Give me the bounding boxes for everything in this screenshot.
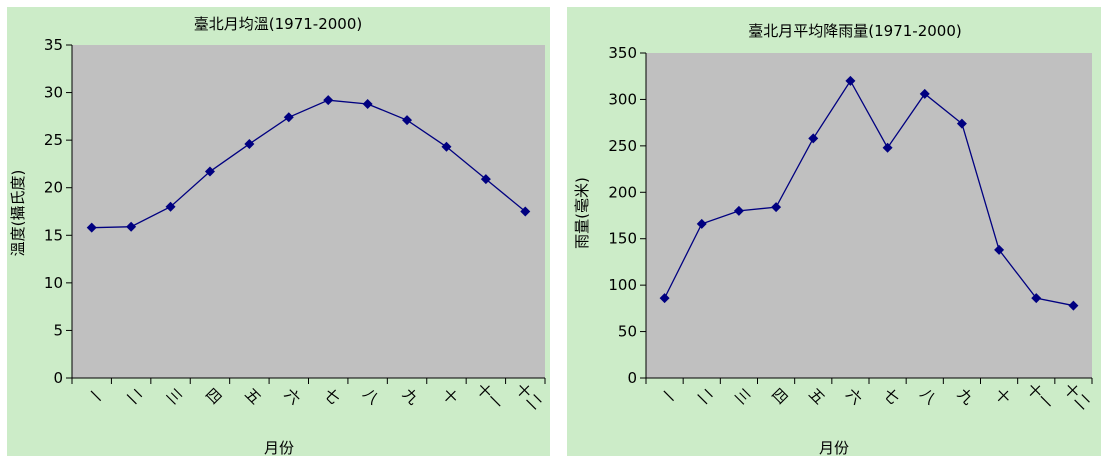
- data-point-marker: [323, 95, 334, 106]
- y-tick-label: 15: [44, 226, 63, 244]
- x-tick-label: 十一: [1023, 379, 1057, 413]
- y-tick-label: 0: [627, 369, 637, 387]
- data-point-marker: [86, 222, 97, 233]
- x-tick-label: 十: [438, 385, 461, 408]
- x-tick-label: 七: [879, 385, 902, 408]
- chart-title: 臺北月平均降雨量(1971-2000): [748, 22, 961, 40]
- chart-panel-temperature: 臺北月均溫(1971-2000) 月份 溫度(攝氏度) 0 5 10 15 20 25 30…: [7, 7, 550, 457]
- plot-area: [72, 45, 545, 378]
- y-tick-label: 0: [53, 369, 63, 387]
- x-tick-label: 九: [954, 385, 977, 408]
- x-tick-label: 九: [399, 385, 422, 408]
- x-tick-label: 二: [123, 385, 146, 408]
- data-point-marker: [480, 174, 491, 185]
- y-tick-label: 5: [53, 321, 63, 339]
- rainfall-chart-svg: 臺北月平均降雨量(1971-2000) 月份 雨量(毫米) 0 50 100 150 2…: [573, 22, 1094, 457]
- y-axis-title: 溫度(攝氏度): [9, 170, 27, 257]
- x-tick-label: 三: [731, 385, 754, 408]
- x-tick-label: 六: [281, 385, 304, 408]
- x-tick-label: 五: [241, 385, 264, 408]
- data-point-marker: [919, 88, 930, 99]
- x-tick-label: 十二: [512, 379, 546, 413]
- x-tick-label: 二: [694, 385, 717, 408]
- series-line: [91, 99, 526, 229]
- chart-panel-rainfall: 臺北月平均降雨量(1971-2000) 月份 雨量(毫米) 0 50 100 150 2…: [567, 7, 1101, 457]
- temperature-chart-svg: 臺北月均溫(1971-2000) 月份 溫度(攝氏度) 0 5 10 15 20 25 30…: [9, 15, 546, 457]
- x-tick-label: 七: [320, 385, 343, 408]
- y-tick-label: 25: [44, 131, 63, 149]
- y-axis-title: 雨量(毫米): [573, 177, 591, 249]
- data-point-marker: [956, 118, 967, 129]
- y-tick-label: 300: [608, 90, 637, 108]
- x-tick-label: 十一: [472, 379, 506, 413]
- x-tick-label: 五: [805, 385, 828, 408]
- data-point-marker: [402, 115, 413, 126]
- y-tick-label: 50: [618, 323, 637, 341]
- y-tick-label: 10: [44, 274, 63, 292]
- x-tick-label: 十: [991, 385, 1014, 408]
- series-line: [664, 79, 1074, 307]
- x-tick-label: 一: [84, 385, 107, 408]
- data-point-marker: [882, 142, 893, 153]
- y-tick-label: 35: [44, 36, 63, 54]
- y-tick-label: 200: [608, 183, 637, 201]
- data-point-marker: [283, 112, 294, 123]
- y-tick-label: 20: [44, 179, 63, 197]
- x-tick-label: 三: [162, 385, 185, 408]
- x-axis-title: 月份: [819, 439, 849, 457]
- x-tick-label: 十二: [1060, 379, 1094, 413]
- data-point-marker: [1068, 300, 1079, 311]
- y-tick-label: 100: [608, 276, 637, 294]
- data-point-marker: [204, 166, 215, 177]
- data-point-marker: [126, 221, 137, 232]
- x-tick-label: 四: [768, 385, 791, 408]
- data-point-marker: [771, 202, 782, 213]
- y-tick-label: 150: [608, 230, 637, 248]
- data-point-marker: [659, 293, 670, 304]
- x-tick-label: 四: [202, 385, 225, 408]
- data-point-marker: [1031, 293, 1042, 304]
- chart-title: 臺北月均溫(1971-2000): [194, 15, 362, 33]
- y-tick-label: 250: [608, 137, 637, 155]
- data-point-marker: [362, 98, 373, 109]
- x-tick-label: 六: [842, 385, 865, 408]
- data-point-marker: [808, 133, 819, 144]
- data-point-marker: [441, 141, 452, 152]
- plot-area: [646, 53, 1092, 378]
- data-point-marker: [165, 201, 176, 212]
- x-tick-label: 八: [359, 385, 382, 408]
- x-tick-label: 一: [656, 385, 679, 408]
- y-tick-label: 350: [608, 44, 637, 62]
- x-axis-title: 月份: [264, 439, 294, 457]
- data-point-marker: [845, 75, 856, 86]
- data-point-marker: [244, 138, 255, 149]
- y-tick-label: 30: [44, 84, 63, 102]
- x-tick-label: 八: [917, 385, 940, 408]
- data-point-marker: [520, 206, 531, 217]
- data-point-marker: [994, 244, 1005, 255]
- data-point-marker: [696, 218, 707, 229]
- data-point-marker: [733, 205, 744, 216]
